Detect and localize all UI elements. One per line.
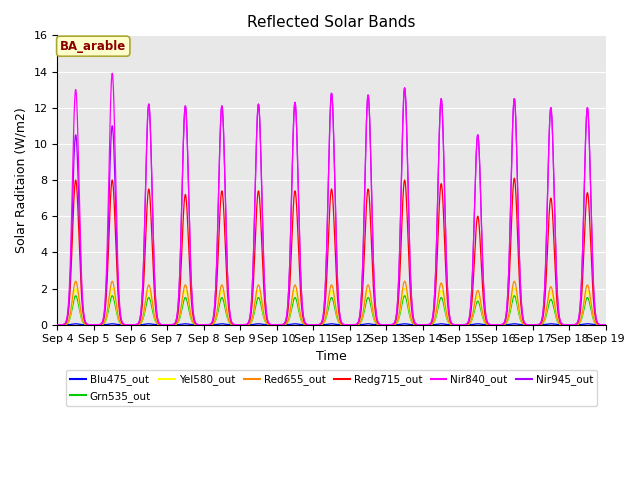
Legend: Blu475_out, Grn535_out, Yel580_out, Red655_out, Redg715_out, Nir840_out, Nir945_: Blu475_out, Grn535_out, Yel580_out, Red6… xyxy=(66,371,597,406)
Text: BA_arable: BA_arable xyxy=(60,40,126,53)
Title: Reflected Solar Bands: Reflected Solar Bands xyxy=(247,15,416,30)
X-axis label: Time: Time xyxy=(316,350,347,363)
Y-axis label: Solar Raditaion (W/m2): Solar Raditaion (W/m2) xyxy=(15,107,28,253)
